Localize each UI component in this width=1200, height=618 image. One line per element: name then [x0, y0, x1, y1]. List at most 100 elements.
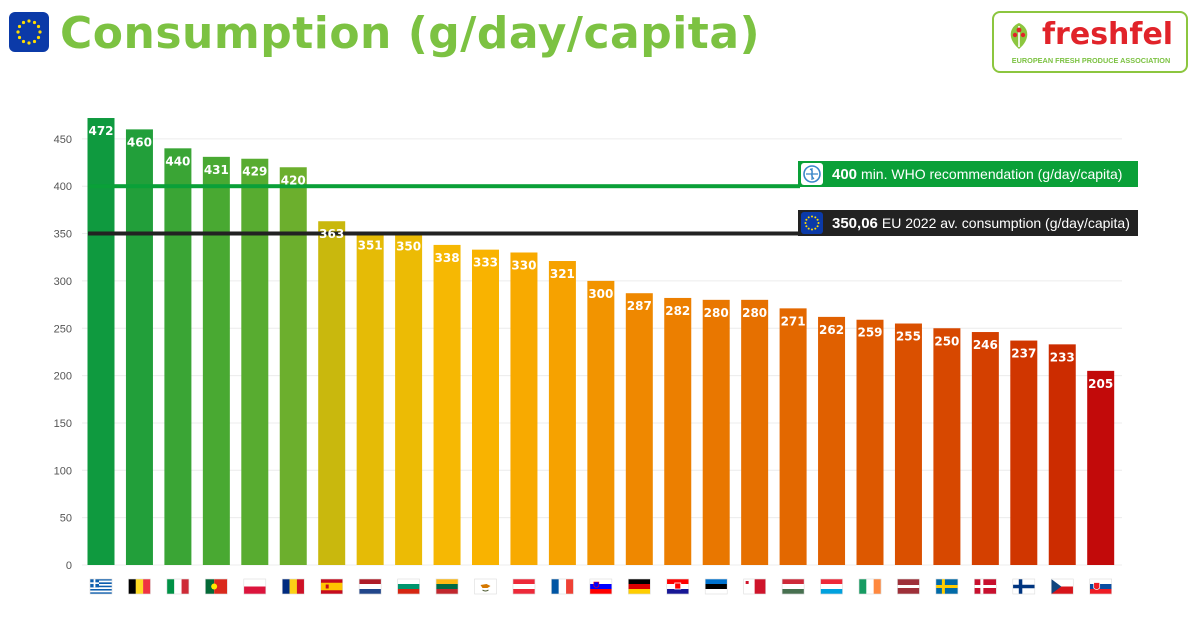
flag-ireland-icon	[858, 578, 882, 595]
bar	[472, 249, 499, 566]
bar	[818, 316, 846, 565]
bar	[318, 221, 346, 565]
bar	[856, 319, 884, 565]
y-tick-label: 250	[54, 323, 72, 335]
header: Consumption (g/day/capita) freshfel EURO…	[0, 0, 1200, 80]
bar	[779, 308, 807, 565]
flag-denmark-icon	[974, 578, 997, 595]
eu-avg-label: EU 2022 av. consumption (g/day/capita)	[881, 215, 1130, 231]
bar	[125, 129, 153, 565]
bar	[1048, 344, 1076, 565]
eu-avg-value: 350,06	[832, 215, 878, 232]
data-label: 233	[1050, 350, 1075, 364]
data-label: 282	[665, 304, 690, 318]
flag-estonia-icon	[704, 578, 728, 595]
bar	[87, 118, 115, 566]
data-label: 429	[242, 165, 267, 179]
flag-finland-icon	[1012, 578, 1036, 595]
flag-italy-icon	[166, 578, 190, 595]
data-label: 255	[896, 330, 921, 344]
data-label: 330	[511, 258, 536, 272]
who-label: min. WHO recommendation (g/day/capita)	[861, 166, 1123, 182]
bar	[395, 233, 423, 566]
data-label: 460	[127, 135, 152, 149]
flag-slovakia-icon	[1089, 578, 1112, 595]
flag-belgium-icon	[128, 578, 151, 595]
data-label: 280	[704, 306, 729, 320]
flag-bulgaria-icon	[397, 578, 420, 595]
flag-slovenia-icon	[589, 578, 613, 595]
data-label: 237	[1011, 347, 1036, 361]
data-label: 287	[627, 299, 652, 313]
bar	[241, 158, 269, 565]
eu-flag-small-icon	[801, 212, 823, 234]
bar	[433, 244, 461, 565]
flag-sweden-icon	[935, 578, 959, 595]
bars	[87, 118, 1115, 566]
bar	[279, 167, 307, 565]
freshfel-logo: freshfel EUROPEAN FRESH PRODUCE ASSOCIAT…	[992, 11, 1188, 73]
page-title: Consumption (g/day/capita)	[60, 8, 761, 59]
who-value: 400	[832, 166, 858, 183]
bar	[510, 252, 538, 566]
flag-netherlands-icon	[358, 578, 382, 595]
reference-lines	[88, 184, 800, 236]
flag-latvia-icon	[897, 578, 920, 595]
y-tick-label: 50	[60, 513, 72, 525]
eu-average-box: 350,06 EU 2022 av. consumption (g/day/cap…	[798, 210, 1138, 236]
who-emblem-icon	[801, 163, 823, 185]
flag-poland-icon	[243, 578, 267, 595]
y-axis: 0 50 100 150 200 250 300 350 400 450	[54, 134, 72, 572]
logo-name: freshfel	[1042, 17, 1174, 52]
bar	[933, 328, 961, 565]
flag-hungary-icon	[781, 578, 805, 595]
y-tick-label: 400	[54, 181, 72, 193]
data-label: 205	[1088, 377, 1113, 391]
reference-line	[88, 231, 800, 236]
bar	[356, 232, 384, 565]
bar	[548, 261, 576, 565]
data-label: 440	[165, 154, 190, 168]
flag-france-icon	[551, 578, 574, 595]
bar	[664, 297, 692, 565]
bar	[702, 299, 730, 565]
data-label: 250	[934, 334, 959, 348]
flag-germany-icon	[627, 578, 651, 595]
flag-luxembourg-icon	[820, 578, 843, 595]
data-label: 262	[819, 323, 844, 337]
flag-greece-icon	[89, 578, 113, 595]
data-label: 259	[857, 326, 882, 340]
flag-lithuania-icon	[435, 578, 459, 595]
y-tick-label: 0	[66, 560, 72, 572]
x-axis-flags	[89, 578, 1112, 595]
y-tick-label: 450	[54, 134, 72, 146]
data-label: 363	[319, 227, 344, 241]
data-label: 271	[781, 314, 806, 328]
who-reference-box: 400 min. WHO recommendation (g/day/capita…	[798, 161, 1138, 187]
bar	[894, 323, 922, 565]
data-label: 333	[473, 256, 498, 270]
data-label: 246	[973, 338, 998, 352]
y-tick-label: 200	[54, 371, 72, 383]
flag-portugal-icon	[205, 578, 228, 595]
bar	[971, 332, 999, 565]
data-label: 321	[550, 267, 575, 281]
data-label: 431	[204, 163, 229, 177]
flag-austria-icon	[512, 578, 536, 595]
bar	[741, 299, 769, 565]
logo-subtitle: EUROPEAN FRESH PRODUCE ASSOCIATION	[1011, 56, 1171, 65]
flag-cyprus-icon	[474, 578, 497, 595]
data-label: 472	[88, 124, 113, 138]
bar	[1087, 370, 1115, 565]
flag-czechia-icon	[1050, 578, 1074, 595]
leaf-icon	[1010, 23, 1028, 49]
reference-line	[88, 184, 800, 189]
data-label: 350	[396, 240, 421, 254]
y-tick-label: 100	[54, 465, 72, 477]
data-label: 300	[588, 287, 613, 301]
flag-romania-icon	[281, 578, 305, 595]
flag-spain-icon	[320, 578, 344, 595]
eu-flag-icon	[9, 12, 49, 52]
bar	[202, 156, 230, 565]
